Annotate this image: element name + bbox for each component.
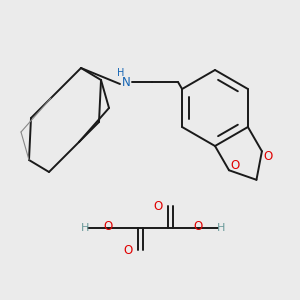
Text: H: H xyxy=(217,223,225,233)
Text: H: H xyxy=(117,68,125,78)
Text: N: N xyxy=(122,76,130,88)
Text: O: O xyxy=(123,244,133,256)
Text: O: O xyxy=(194,220,202,233)
Text: H: H xyxy=(81,223,89,233)
Text: O: O xyxy=(263,150,272,163)
Text: O: O xyxy=(103,220,112,233)
Text: O: O xyxy=(230,159,240,172)
Text: O: O xyxy=(153,200,163,212)
